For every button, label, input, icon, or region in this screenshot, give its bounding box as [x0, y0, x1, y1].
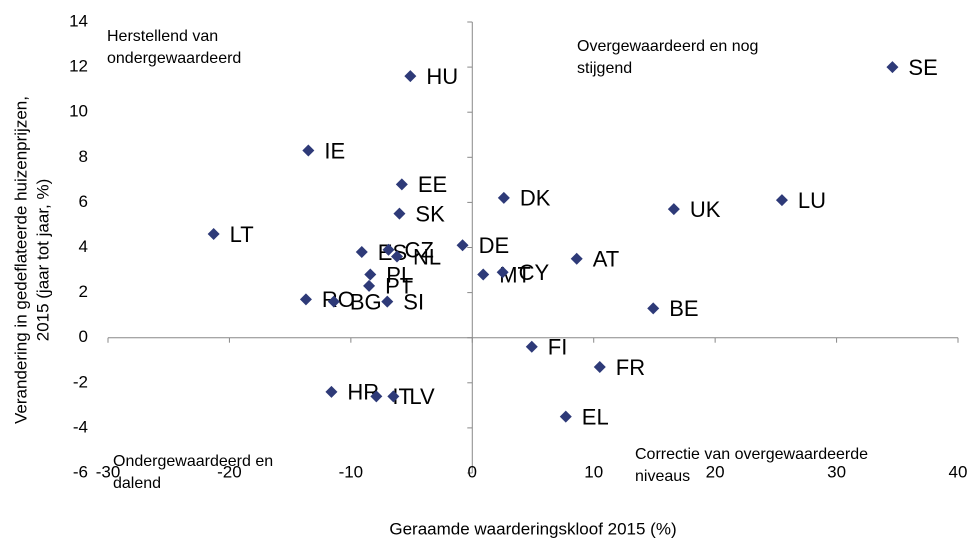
x-tick-label: 20 [706, 462, 725, 481]
point [391, 250, 403, 263]
x-tick-label: -10 [339, 462, 364, 481]
x-tick-label: 30 [827, 462, 846, 481]
y-tick-label: 14 [69, 11, 88, 30]
point-label: CY [519, 260, 550, 285]
point-label: BG [350, 289, 382, 314]
quadrant-label: Herstellend van [107, 28, 218, 45]
point [363, 279, 376, 292]
quadrant-label: niveaus [635, 468, 690, 485]
point-label: ES [378, 240, 407, 265]
point-label: NL [413, 244, 441, 269]
x-tick-label: 40 [949, 462, 968, 481]
point-label: SE [908, 55, 937, 80]
point-label: LV [409, 384, 435, 409]
point [559, 410, 572, 423]
point-label: SI [403, 289, 424, 314]
point-label: BE [669, 296, 698, 321]
x-tick-label: 0 [468, 462, 477, 481]
point [393, 207, 406, 220]
y-tick-label: 10 [69, 102, 88, 121]
y-tick-label: 2 [79, 282, 88, 301]
y-tick-label: 8 [79, 147, 88, 166]
point [404, 70, 417, 83]
point [667, 203, 680, 216]
point [477, 268, 490, 281]
point [325, 385, 338, 398]
x-tick-label: 10 [584, 462, 603, 481]
point [207, 227, 220, 240]
point-label: FR [616, 355, 645, 380]
y-tick-label: -4 [73, 417, 88, 436]
x-tick-label: -30 [96, 462, 121, 481]
quadrant-label: Ondergewaardeerd en [113, 453, 273, 470]
point [647, 302, 660, 315]
y-tick-label: 12 [69, 57, 88, 76]
point [395, 178, 408, 191]
point [886, 61, 899, 74]
point-label: RO [322, 287, 355, 312]
quadrant-label: Correctie van overgewaardeerde [635, 446, 868, 463]
point-label: LT [230, 222, 254, 247]
quadrant-label: ondergewaardeerd [107, 50, 241, 67]
point-label: HR [347, 380, 379, 405]
quadrant-label: dalend [113, 475, 161, 492]
quadrant-label: stijgend [577, 60, 632, 77]
x-tick-label: -20 [217, 462, 242, 481]
point-label: PL [386, 262, 413, 287]
point [525, 340, 538, 353]
point-label: HU [426, 64, 458, 89]
point-label: DE [479, 233, 510, 258]
point [364, 268, 377, 281]
point-label: UK [690, 197, 721, 222]
point [496, 266, 509, 279]
point-label: FI [548, 335, 568, 360]
point [382, 243, 395, 256]
point [456, 239, 469, 252]
quadrant-label: Overgewaardeerd en nog [577, 38, 758, 55]
x-axis-title: Geraamde waarderingskloof 2015 (%) [389, 519, 676, 538]
point-label: IE [324, 138, 345, 163]
point-label: SK [415, 201, 445, 226]
point [387, 390, 400, 403]
point [381, 295, 394, 308]
point [497, 191, 510, 204]
point-label: IT [392, 384, 412, 409]
point-label: CZ [405, 238, 434, 263]
point-label: PT [385, 274, 413, 299]
point [327, 295, 340, 308]
y-axis-title: 2015 (jaar tot jaar, %) [33, 179, 52, 342]
point-label: EE [418, 172, 447, 197]
point [775, 194, 788, 207]
y-axis-title: Verandering in gedeflateerde huizenprijz… [11, 96, 30, 424]
point [593, 361, 606, 374]
point [299, 293, 312, 306]
point [370, 390, 383, 403]
y-tick-label: -6 [73, 462, 88, 481]
y-tick-label: 4 [79, 237, 88, 256]
point-label: AT [593, 247, 619, 272]
point-label: LU [798, 188, 826, 213]
point-label: DK [520, 186, 551, 211]
y-tick-label: 0 [79, 327, 88, 346]
point [570, 252, 583, 265]
y-tick-label: -2 [73, 372, 88, 391]
y-tick-label: 6 [79, 192, 88, 211]
point-label: EL [582, 404, 609, 429]
point [302, 144, 315, 157]
point [355, 246, 368, 259]
